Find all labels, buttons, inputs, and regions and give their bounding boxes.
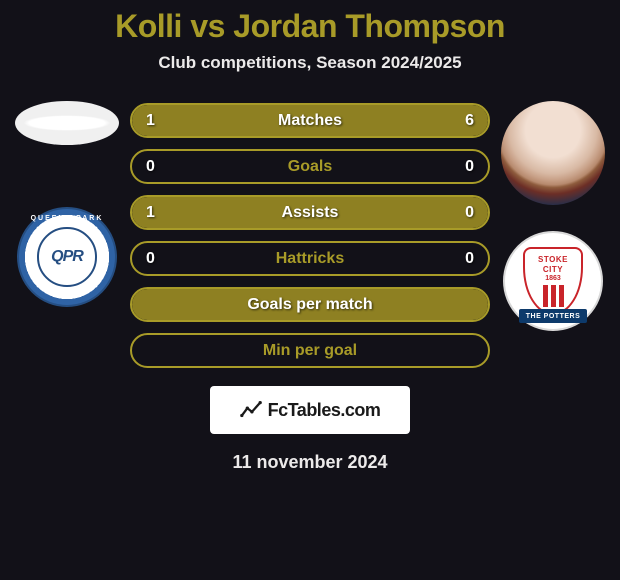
stat-value-right: 0 <box>465 158 474 176</box>
stat-value-left: 1 <box>146 112 155 130</box>
brand-badge: FcTables.com <box>210 386 410 434</box>
brand-icon <box>240 399 262 421</box>
crest-stripes <box>543 285 564 307</box>
page-subtitle: Club competitions, Season 2024/2025 <box>0 53 620 73</box>
player-photo-right <box>501 101 605 205</box>
stat-value-left: 1 <box>146 204 155 222</box>
comparison-card: Kolli vs Jordan Thompson Club competitio… <box>0 0 620 580</box>
crest-shield: STOKE CITY 1863 THE POTTERS <box>523 247 583 315</box>
brand-text: FcTables.com <box>268 400 381 421</box>
stat-bar-hattricks: Hattricks 0 0 <box>130 241 490 276</box>
crest-banner: THE POTTERS <box>519 309 587 323</box>
stat-bars: Matches16Goals00Assists10Hattricks00Goal… <box>130 101 490 368</box>
stripe <box>543 285 548 307</box>
stat-bar-matches: Matches 1 6 <box>130 103 490 138</box>
footer-date: 11 november 2024 <box>0 452 620 473</box>
stat-label: Min per goal <box>263 342 357 360</box>
crest-inner-text: QPR <box>37 227 97 287</box>
stat-label: Hattricks <box>276 250 344 268</box>
crest-ring-top: QUEENS PARK <box>31 215 104 222</box>
crest-club-line2: CITY <box>543 265 563 274</box>
stat-value-left: 0 <box>146 158 155 176</box>
stat-value-right: 0 <box>465 204 474 222</box>
crest-year-right: 1863 <box>545 275 561 282</box>
stat-bar-assists: Assists 1 0 <box>130 195 490 230</box>
page-title: Kolli vs Jordan Thompson <box>0 8 620 45</box>
stat-label: Goals <box>288 158 332 176</box>
right-player-column: STOKE CITY 1863 THE POTTERS <box>498 101 608 331</box>
stat-value-right: 0 <box>465 250 474 268</box>
club-crest-right: STOKE CITY 1863 THE POTTERS <box>503 231 603 331</box>
crest-club-line1: STOKE <box>538 255 568 264</box>
main-row: QUEENS PARK QPR 1882 Matches16Goals00Ass… <box>0 101 620 368</box>
stat-label: Goals per match <box>247 296 372 314</box>
stat-value-right: 6 <box>465 112 474 130</box>
club-crest-left: QUEENS PARK QPR 1882 <box>17 207 117 307</box>
crest-year: 1882 <box>55 292 79 299</box>
stat-bar-goals-per-match: Goals per match <box>130 287 490 322</box>
bar-fill-left <box>132 105 183 136</box>
stat-label: Assists <box>282 204 339 222</box>
stat-bar-goals: Goals 0 0 <box>130 149 490 184</box>
stripe <box>551 285 556 307</box>
stat-label: Matches <box>278 112 342 130</box>
left-player-column: QUEENS PARK QPR 1882 <box>12 101 122 307</box>
stripe <box>559 285 564 307</box>
stat-bar-min-per-goal: Min per goal <box>130 333 490 368</box>
stat-value-left: 0 <box>146 250 155 268</box>
player-photo-left <box>15 101 119 145</box>
